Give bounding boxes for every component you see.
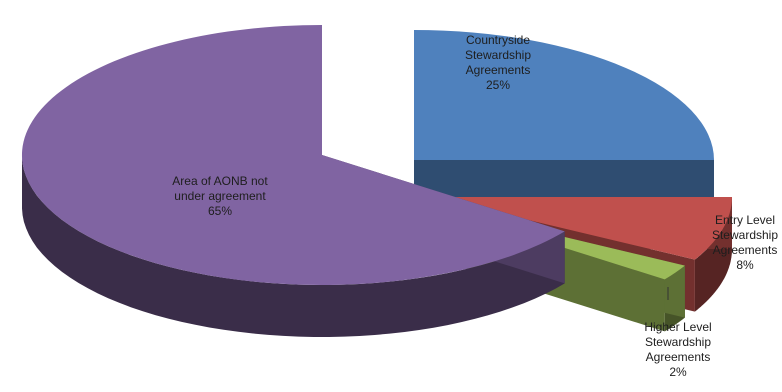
pie-labels: Countryside Stewardship Agreements 25%Entry…	[172, 33, 778, 379]
slice-top-area-not-under-agreement	[21, 24, 565, 285]
label-line: 2%	[669, 365, 687, 379]
slice-top-countryside-stewardship	[414, 30, 714, 160]
label-line: under agreement	[174, 189, 266, 203]
label-countryside-stewardship: Countryside Stewardship Agreements 25%	[465, 33, 531, 92]
slice-area-not-under-agreement	[21, 24, 565, 337]
label-line: Stewardship	[645, 335, 711, 349]
label-area-not-under-agreement: Area of AONB not under agreement 65%	[172, 174, 268, 218]
label-line: Area of AONB not	[172, 174, 268, 188]
label-line: Agreements	[713, 243, 778, 257]
label-line: 25%	[486, 78, 510, 92]
label-line: 65%	[208, 204, 232, 218]
label-line: Entry Level	[715, 213, 775, 227]
slice-side-area-not-under-agreement	[22, 156, 565, 337]
label-entry-level-stewardship: Entry Level Stewardship Agreements 8%	[712, 213, 778, 272]
label-higher-level-stewardship: Higher Level Stewardship Agreements 2%	[644, 320, 711, 379]
label-line: 8%	[736, 258, 754, 272]
pie-slices	[21, 24, 732, 337]
label-line: Stewardship	[465, 48, 531, 62]
slice-top-entry-level-stewardship	[432, 197, 732, 260]
label-line: Agreements	[646, 350, 711, 364]
label-line: Agreements	[466, 63, 531, 77]
slice-side-entry-level-stewardship	[694, 197, 732, 312]
label-line: Countryside	[466, 33, 530, 47]
slice-countryside-stewardship	[414, 30, 714, 212]
label-line: Stewardship	[712, 228, 778, 242]
label-line: Higher Level	[644, 320, 711, 334]
